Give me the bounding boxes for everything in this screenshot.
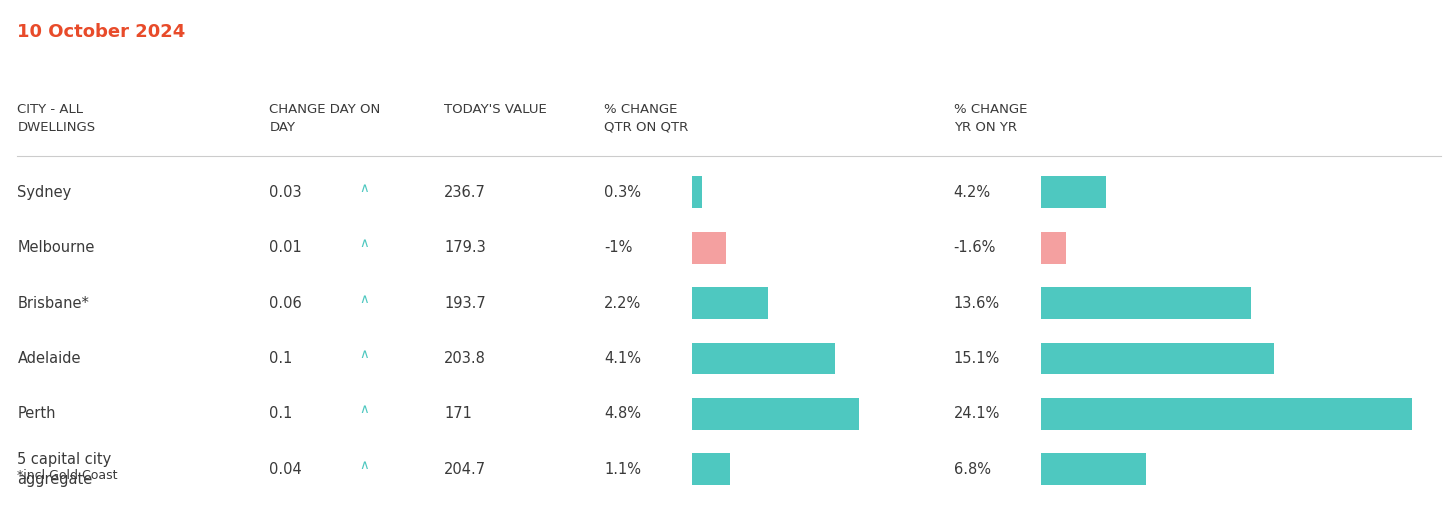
Text: ∧: ∧	[360, 292, 370, 306]
Bar	[1041, 176, 1105, 208]
Text: 0.01: 0.01	[269, 240, 301, 255]
Text: % CHANGE
QTR ON QTR: % CHANGE QTR ON QTR	[604, 103, 689, 133]
Text: Brisbane*: Brisbane*	[17, 295, 89, 311]
Text: 0.1: 0.1	[269, 406, 293, 422]
Text: *incl Gold Coast: *incl Gold Coast	[17, 469, 118, 482]
Text: Melbourne: Melbourne	[17, 240, 95, 255]
Bar	[692, 343, 834, 374]
Text: 13.6%: 13.6%	[954, 295, 1000, 311]
Text: 0.04: 0.04	[269, 462, 301, 477]
Text: 0.06: 0.06	[269, 295, 301, 311]
Text: 4.8%: 4.8%	[604, 406, 641, 422]
Text: 24.1%: 24.1%	[954, 406, 1000, 422]
Bar	[692, 287, 769, 319]
Text: CITY - ALL
DWELLINGS: CITY - ALL DWELLINGS	[17, 103, 96, 133]
Text: 2.2%: 2.2%	[604, 295, 642, 311]
Text: 0.1: 0.1	[269, 351, 293, 366]
Text: CHANGE DAY ON
DAY: CHANGE DAY ON DAY	[269, 103, 380, 133]
Text: ∧: ∧	[360, 237, 370, 250]
Text: ∧: ∧	[360, 459, 370, 472]
Text: 204.7: 204.7	[444, 462, 486, 477]
Text: ∧: ∧	[360, 182, 370, 195]
Text: ∧: ∧	[360, 403, 370, 417]
Bar	[692, 398, 859, 430]
Text: Perth: Perth	[17, 406, 55, 422]
Bar	[692, 232, 727, 264]
Text: 236.7: 236.7	[444, 185, 486, 200]
Bar	[1041, 287, 1251, 319]
Text: 15.1%: 15.1%	[954, 351, 1000, 366]
Text: -1.6%: -1.6%	[954, 240, 996, 255]
Text: 171: 171	[444, 406, 472, 422]
Text: 5 capital city
aggregate: 5 capital city aggregate	[17, 452, 112, 487]
Text: 10 October 2024: 10 October 2024	[17, 23, 186, 41]
Bar	[1041, 232, 1066, 264]
Text: 4.1%: 4.1%	[604, 351, 641, 366]
Text: 179.3: 179.3	[444, 240, 486, 255]
Text: 1.1%: 1.1%	[604, 462, 641, 477]
Text: % CHANGE
YR ON YR: % CHANGE YR ON YR	[954, 103, 1026, 133]
Text: ∧: ∧	[360, 348, 370, 361]
Text: 193.7: 193.7	[444, 295, 486, 311]
Text: 203.8: 203.8	[444, 351, 486, 366]
Text: Adelaide: Adelaide	[17, 351, 82, 366]
Bar	[692, 176, 702, 208]
Bar	[1041, 398, 1412, 430]
Text: 4.2%: 4.2%	[954, 185, 990, 200]
Bar	[1041, 453, 1146, 485]
Text: -1%: -1%	[604, 240, 632, 255]
Text: 0.3%: 0.3%	[604, 185, 641, 200]
Bar	[1041, 343, 1274, 374]
Text: 6.8%: 6.8%	[954, 462, 990, 477]
Bar	[692, 453, 729, 485]
Text: Sydney: Sydney	[17, 185, 71, 200]
Text: TODAY'S VALUE: TODAY'S VALUE	[444, 103, 547, 115]
Text: 0.03: 0.03	[269, 185, 301, 200]
